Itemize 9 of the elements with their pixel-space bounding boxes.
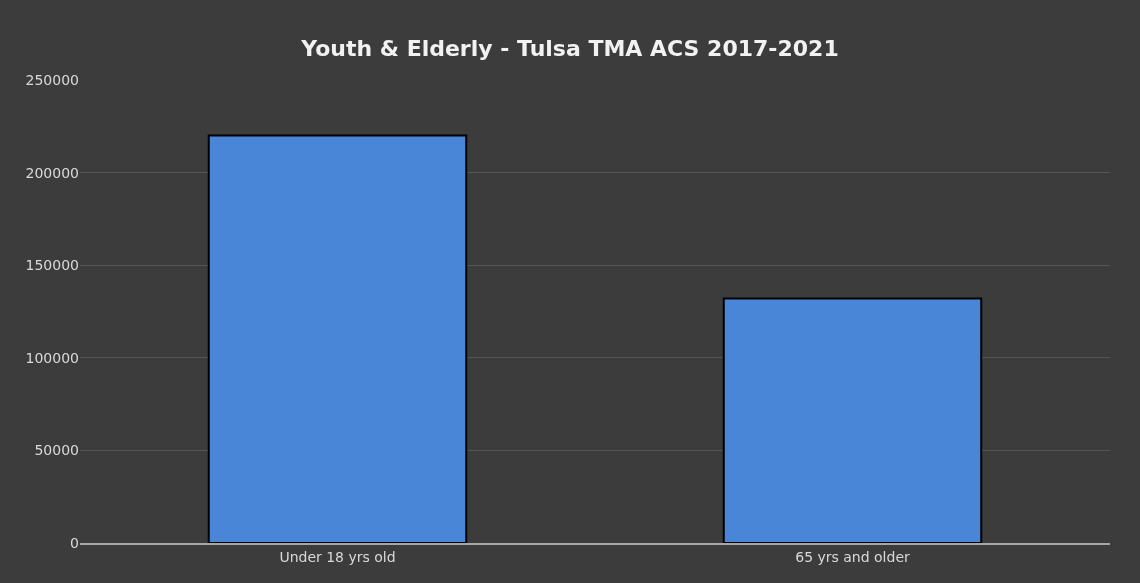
y-tick-label: 200000 [25, 164, 79, 181]
y-tick-label: 50000 [34, 442, 79, 459]
y-tick-label: 150000 [25, 257, 79, 274]
chart-title: Youth & Elderly - Tulsa TMA ACS 2017-2021 [300, 36, 839, 62]
y-tick-label: 250000 [25, 71, 79, 88]
y-tick-label: 100000 [25, 349, 79, 366]
y-tick-label: 0 [70, 534, 79, 551]
x-tick-label: Under 18 yrs old [279, 548, 396, 565]
x-tick-label: 65 yrs and older [795, 548, 911, 565]
